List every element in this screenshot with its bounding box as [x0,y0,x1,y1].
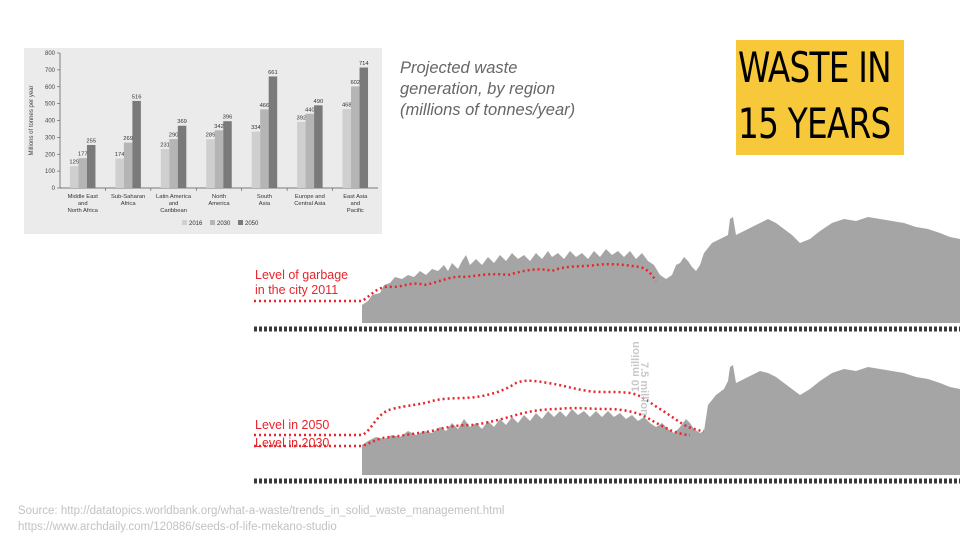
source-line-1: Source: http://datatopics.worldbank.org/… [18,505,505,517]
category-label: Europe and [295,194,325,200]
skyline-illustration [254,217,960,484]
bar-2050 [268,76,278,188]
bar-2016 [69,166,79,188]
level-2030-label: Level in 2030 [255,436,330,450]
category-label: Asia [259,201,271,207]
category-label: North Africa [68,208,99,214]
category-label: Latin America [156,194,192,200]
bar-value-label: 177 [78,152,88,158]
bar-value-label: 290 [169,133,179,139]
legend-swatch-2050 [238,220,243,225]
legend-label-2016: 2016 [189,221,203,227]
category-label: Africa [121,201,137,207]
title-line-1: WASTE IN [738,43,892,92]
title-line-2: 15 YEARS [738,99,891,148]
level-2011-label-line1: Level of garbage [255,268,349,282]
bar-value-label: 255 [86,138,96,144]
bar-value-label: 369 [177,119,187,125]
bar-value-label: 516 [132,94,142,100]
bar-value-label: 269 [123,136,133,142]
y-tick-label: 800 [45,51,56,57]
bar-2050 [314,105,323,188]
y-tick-label: 200 [45,152,56,158]
bar-2030 [351,86,360,188]
level-2050-line [254,379,705,437]
bar-value-label: 468 [342,103,352,109]
title-box: WASTE IN 15 YEARS [736,40,904,155]
y-tick-label: 700 [45,68,56,74]
bar-value-label: 466 [260,103,270,109]
bar-2050 [86,144,96,188]
bar-2016 [160,149,170,188]
bar-2030 [214,130,224,188]
bar-value-label: 661 [268,70,278,76]
category-label: America [208,201,230,207]
category-label: Pacific [347,208,364,214]
bar-2016 [342,109,352,188]
legend-label-2050: 2050 [245,221,259,227]
y-tick-label: 300 [45,135,56,141]
level-2011-label-line2: in the city 2011 [255,283,339,297]
category-label: Caribbean [160,208,187,214]
legend-swatch-2030 [210,220,215,225]
y-tick-label: 500 [45,102,56,108]
bar-2016 [251,131,261,188]
bar-value-label: 490 [314,99,324,105]
waste-bar-chart-svg: Millions of tonnes per year 0 100 200 300 400… [29,51,378,227]
legend-label-2030: 2030 [217,221,231,227]
level-2030-line [254,406,691,448]
category-label: and [350,201,360,207]
bar-value-label: 602 [350,80,360,86]
bar-2030 [169,139,178,188]
bar-2030 [123,142,133,188]
bar-value-label: 392 [297,115,307,121]
category-label: Sub-Saharan [111,194,145,200]
bar-2016 [115,158,124,188]
category-label: Central Asia [294,201,326,207]
bar-2050 [177,125,187,188]
level-2011-label: Level of garbage in the city 2011 [255,268,348,298]
bar-2050 [359,67,369,188]
bar-value-label: 231 [160,143,170,149]
source-line-2: https://www.archdaily.com/120886/seeds-o… [18,521,337,533]
waste-bar-chart: Millions of tonnes per year 0 100 200 300 400… [24,48,382,234]
bar-2030 [78,158,87,188]
y-axis-label: Millions of tonnes per year [29,85,35,155]
category-label: East Asia [343,194,368,200]
category-label: and [78,201,88,207]
legend-swatch-2016 [182,220,187,225]
skyline-2011 [362,217,960,323]
category-label: and [169,201,179,207]
bar-2050 [223,121,232,188]
level-2050-label: Level in 2050 [255,418,330,432]
bar-2016 [297,121,306,188]
bar-value-label: 129 [69,160,79,166]
bar-value-label: 334 [251,125,261,131]
bar-value-label: 440 [305,107,315,113]
vertical-label-7-5-million: 7.5 million [638,362,650,416]
bar-2050 [132,100,141,188]
y-tick-label: 400 [45,119,56,125]
chart-caption: Projected waste generation, by region (m… [400,59,576,119]
skyline-2030 [362,365,960,475]
y-tick-label: 100 [45,169,56,175]
category-label: South [257,194,272,200]
y-tick-label: 0 [52,186,56,192]
bar-value-label: 342 [214,124,224,130]
category-label: Middle East [68,194,99,200]
bar-value-label: 396 [223,115,233,121]
bar-2030 [305,113,315,188]
bar-value-label: 174 [115,152,125,158]
slide-title: WASTE IN 15 YEARS [738,40,892,152]
bar-2016 [206,139,215,188]
bar-2030 [260,109,269,188]
bar-value-label: 289 [206,133,216,139]
category-label: North [212,194,226,200]
y-tick-label: 600 [45,85,56,91]
bar-value-label: 714 [359,61,369,67]
